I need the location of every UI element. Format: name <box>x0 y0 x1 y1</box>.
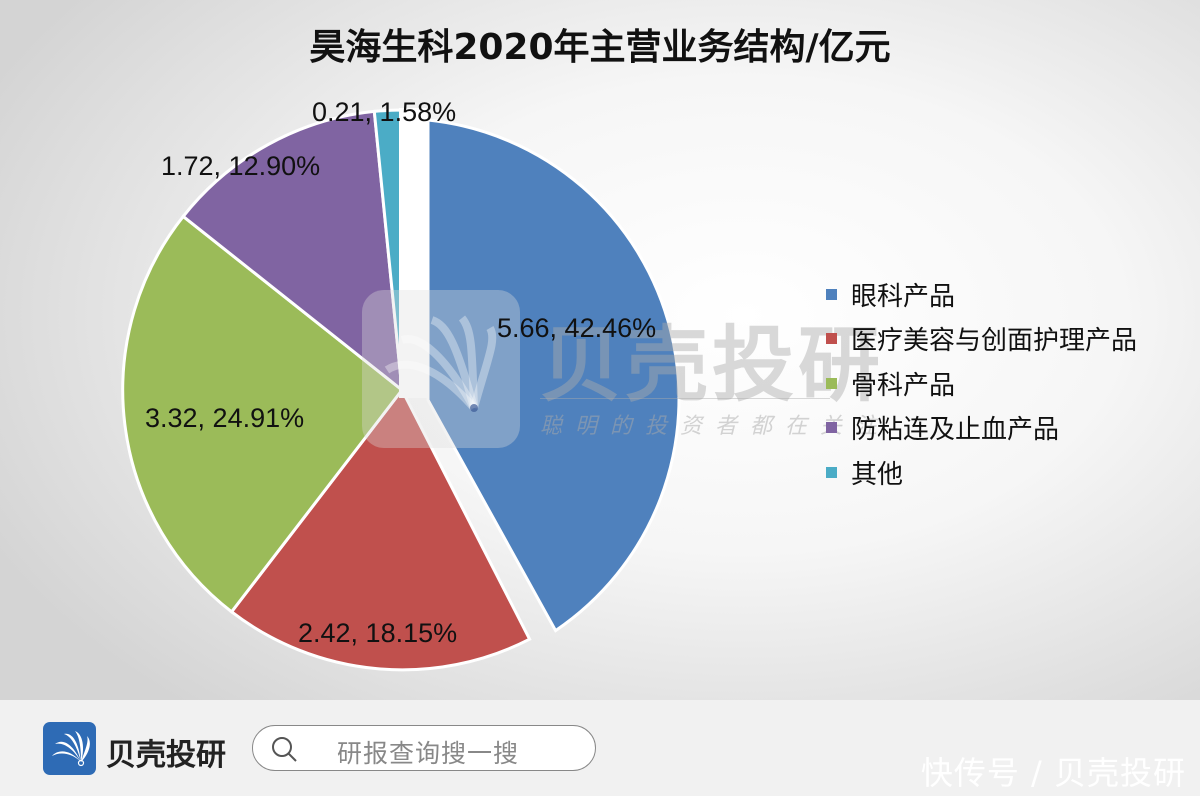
legend-item-anti-adhesion[interactable]: 防粘连及止血产品 <box>826 406 1137 451</box>
legend-swatch-cyan <box>826 466 837 478</box>
data-label-ophthalmic: 5.66, 42.46% <box>497 313 657 343</box>
chart-title: 昊海生科2020年主营业务结构/亿元 <box>309 27 891 68</box>
data-label-anti-adhesion: 1.72, 12.90% <box>161 151 321 181</box>
brand-logo-icon[interactable] <box>43 722 96 775</box>
legend-item-other[interactable]: 其他 <box>826 450 1137 495</box>
brand-name: 贝壳投研 <box>106 738 226 773</box>
data-label-aesthetic: 2.42, 18.15% <box>298 618 458 648</box>
slice-aesthetic[interactable] <box>229 387 532 672</box>
legend-item-orthopedic[interactable]: 骨科产品 <box>826 361 1137 406</box>
legend: 眼科产品 医疗美容与创面护理产品 骨科产品 防粘连及止血产品 其他 <box>826 272 1137 495</box>
search-input[interactable]: 研报查询搜一搜 <box>252 725 596 771</box>
pie-chart <box>121 108 681 672</box>
data-label-other: 0.21, 1.58% <box>312 97 457 127</box>
slice-ophthalmic[interactable] <box>426 118 681 633</box>
legend-item-ophthalmic[interactable]: 眼科产品 <box>826 272 1137 317</box>
slice-orthopedic[interactable] <box>121 214 405 614</box>
legend-label: 防粘连及止血产品 <box>851 415 1060 446</box>
legend-swatch-purple <box>826 422 837 434</box>
legend-label: 医疗美容与创面护理产品 <box>851 326 1138 357</box>
chart-area: 昊海生科2020年主营业务结构/亿元 <box>0 0 1200 700</box>
legend-label: 眼科产品 <box>851 281 956 312</box>
search-icon <box>271 736 299 768</box>
search-placeholder: 研报查询搜一搜 <box>337 739 520 768</box>
legend-swatch-red <box>826 333 837 345</box>
data-label-orthopedic: 3.32, 24.91% <box>145 403 305 433</box>
explode-gap <box>399 108 427 398</box>
source-credit: 快传号 / 贝壳投研 <box>920 754 1186 792</box>
footer-bar: 贝壳投研 研报查询搜一搜 快传号 / 贝壳投研 <box>0 700 1200 796</box>
legend-item-aesthetic[interactable]: 医疗美容与创面护理产品 <box>826 317 1137 362</box>
legend-label: 骨科产品 <box>851 370 956 401</box>
legend-swatch-green <box>826 377 837 389</box>
legend-swatch-blue <box>826 288 837 300</box>
legend-label: 其他 <box>851 459 904 490</box>
slice-anti-adhesion[interactable] <box>181 109 404 394</box>
